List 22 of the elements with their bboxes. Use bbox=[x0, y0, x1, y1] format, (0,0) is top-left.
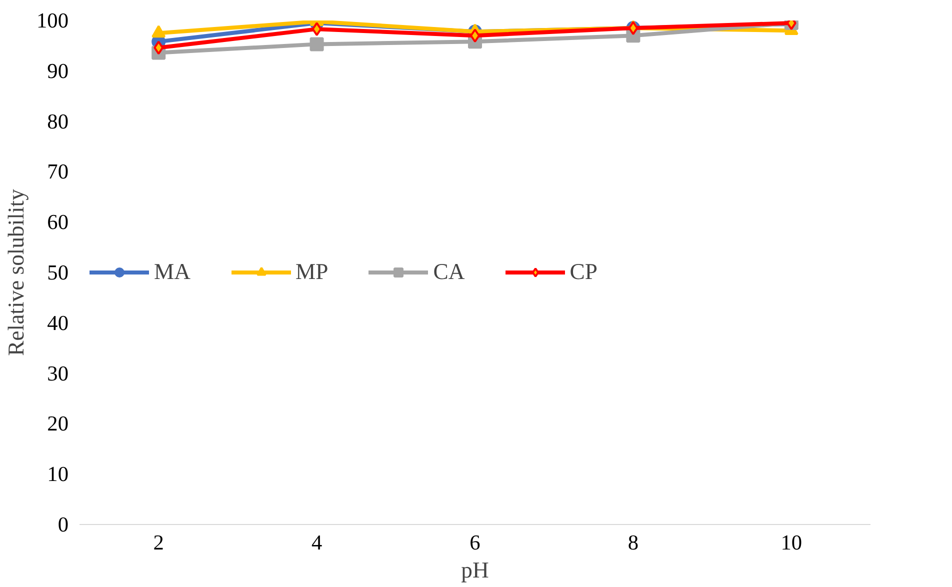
y-tick-label: 0 bbox=[58, 512, 69, 536]
x-tick-label: 2 bbox=[153, 530, 164, 554]
legend-label: MA bbox=[154, 259, 191, 285]
x-tick-label: 4 bbox=[311, 530, 322, 554]
x-tick-label: 6 bbox=[470, 530, 481, 554]
y-axis-title: Relative solubility bbox=[4, 188, 29, 356]
legend-label: CA bbox=[433, 259, 465, 285]
y-tick-label: 80 bbox=[47, 109, 68, 134]
y-tick-label: 70 bbox=[47, 160, 68, 184]
y-tick-label: 100 bbox=[36, 8, 69, 32]
x-tick-label: 8 bbox=[628, 530, 639, 554]
y-tick-label: 20 bbox=[47, 412, 68, 436]
legend-label: CP bbox=[570, 259, 598, 285]
x-tick-label: 10 bbox=[780, 530, 802, 554]
y-tick-label: 10 bbox=[47, 462, 68, 486]
y-tick-label: 90 bbox=[47, 58, 68, 83]
y-tick-label: 30 bbox=[47, 361, 68, 386]
y-tick-label: 60 bbox=[47, 210, 68, 234]
y-tick-label: 40 bbox=[47, 310, 68, 335]
y-tick-label: 50 bbox=[47, 260, 68, 284]
x-axis-title: pH bbox=[461, 558, 489, 582]
legend-label: MP bbox=[296, 259, 328, 285]
